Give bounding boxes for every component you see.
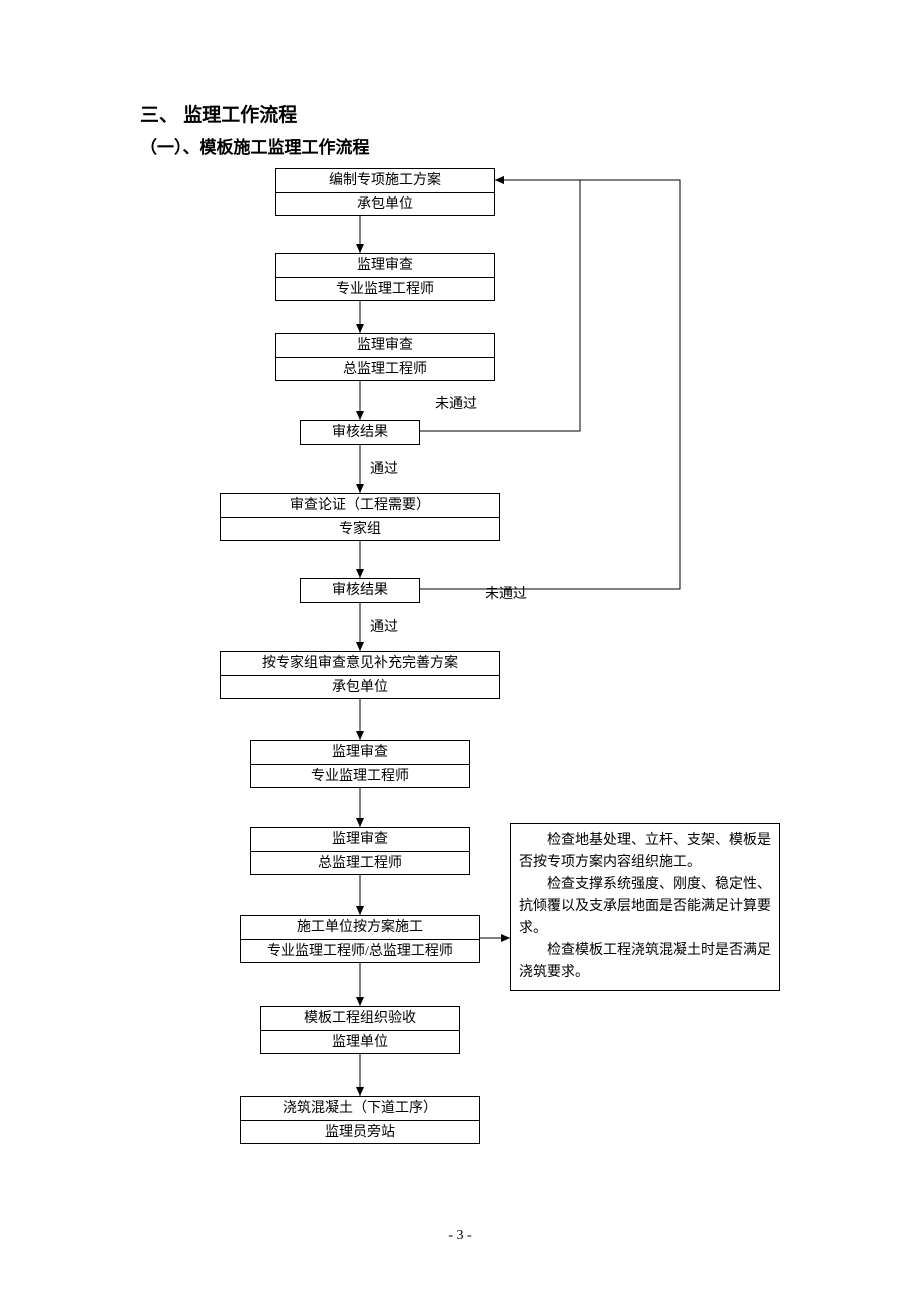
flownode-n5: 审查论证（工程需要）专家组 <box>220 493 500 541</box>
flownode-subtitle: 总监理工程师 <box>251 851 469 874</box>
flownode-n11: 模板工程组织验收监理单位 <box>260 1006 460 1054</box>
textbox-line: 检查支撑系统强度、刚度、稳定性、抗倾覆以及支承层地面是否能满足计算要求。 <box>519 874 771 940</box>
flownode-subtitle: 总监理工程师 <box>276 357 494 380</box>
flownode-subtitle: 监理单位 <box>261 1030 459 1053</box>
flownode-title: 编制专项施工方案 <box>276 169 494 192</box>
flownode-subtitle: 承包单位 <box>276 192 494 215</box>
flownode-n8: 监理审查专业监理工程师 <box>250 740 470 788</box>
flownode-title: 审查论证（工程需要） <box>221 494 499 517</box>
flownode-title: 浇筑混凝土（下道工序） <box>241 1097 479 1120</box>
flownode-title: 审核结果 <box>301 579 419 602</box>
flownode-title: 监理审查 <box>251 828 469 851</box>
flownode-n9: 监理审查总监理工程师 <box>250 827 470 875</box>
flownode-title: 模板工程组织验收 <box>261 1007 459 1030</box>
edge-label-fail2: 未通过 <box>485 583 527 603</box>
flownode-n1: 编制专项施工方案承包单位 <box>275 168 495 216</box>
edge-label-fail1: 未通过 <box>435 393 477 413</box>
flownode-subtitle: 专业监理工程师/总监理工程师 <box>241 939 479 962</box>
edge-label-pass1: 通过 <box>370 458 398 478</box>
flownode-n10: 施工单位按方案施工专业监理工程师/总监理工程师 <box>240 915 480 963</box>
page-number: - 3 - <box>140 1228 780 1244</box>
textbox-line: 检查地基处理、立杆、支架、模板是否按专项方案内容组织施工。 <box>519 830 771 874</box>
flownode-title: 监理审查 <box>251 741 469 764</box>
flownode-title: 按专家组审查意见补充完善方案 <box>221 652 499 675</box>
section-heading: 三、 监理工作流程 <box>140 100 780 127</box>
flowchart-container: 编制专项施工方案承包单位监理审查专业监理工程师监理审查总监理工程师审核结果审查论… <box>140 168 780 1188</box>
side-textbox: 检查地基处理、立杆、支架、模板是否按专项方案内容组织施工。检查支撑系统强度、刚度… <box>510 823 780 991</box>
flownode-n7: 按专家组审查意见补充完善方案承包单位 <box>220 651 500 699</box>
subsection-heading: （一）、模板施工监理工作流程 <box>140 133 780 158</box>
flownode-n2: 监理审查专业监理工程师 <box>275 253 495 301</box>
flownode-n12: 浇筑混凝土（下道工序）监理员旁站 <box>240 1096 480 1144</box>
flownode-n4: 审核结果 <box>300 420 420 445</box>
flownode-title: 施工单位按方案施工 <box>241 916 479 939</box>
flownode-subtitle: 专家组 <box>221 517 499 540</box>
flownode-subtitle: 专业监理工程师 <box>251 764 469 787</box>
flownode-subtitle: 监理员旁站 <box>241 1120 479 1143</box>
flownode-title: 审核结果 <box>301 421 419 444</box>
textbox-line: 检查模板工程浇筑混凝土时是否满足浇筑要求。 <box>519 940 771 984</box>
flownode-subtitle: 承包单位 <box>221 675 499 698</box>
flownode-n3: 监理审查总监理工程师 <box>275 333 495 381</box>
flownode-n6: 审核结果 <box>300 578 420 603</box>
flownode-title: 监理审查 <box>276 334 494 357</box>
edge-label-pass2: 通过 <box>370 616 398 636</box>
flownode-title: 监理审查 <box>276 254 494 277</box>
flownode-subtitle: 专业监理工程师 <box>276 277 494 300</box>
